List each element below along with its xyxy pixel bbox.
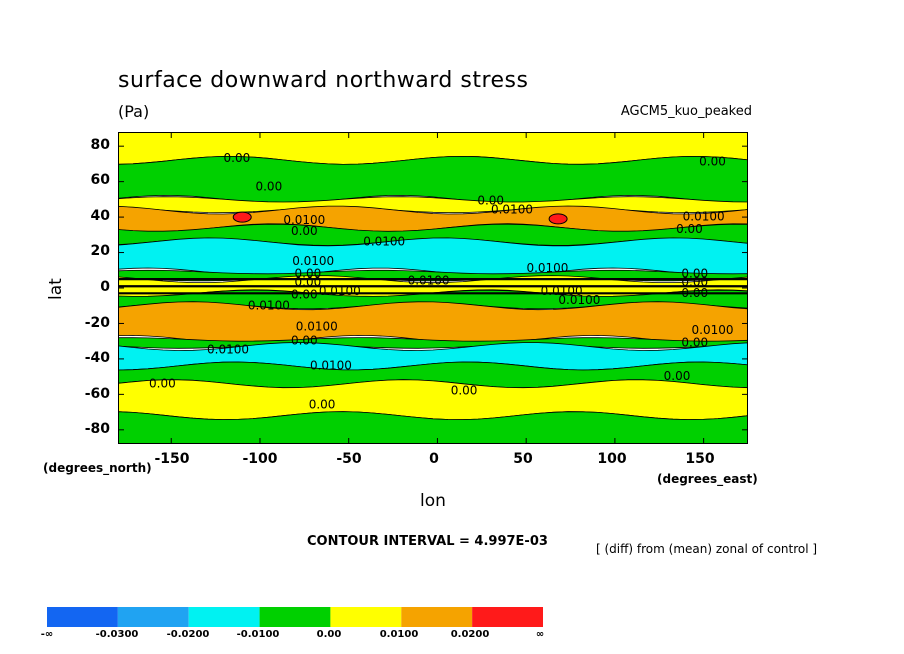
contour-label: 0.00 [681,275,708,289]
contour-label: 0.0100 [283,213,325,227]
colorbar-tick-label: -∞ [40,629,54,640]
contour-band [118,155,748,204]
y-tick-label: 20 [90,243,110,259]
colorbar-swatch [259,607,331,627]
colorbar-swatch [330,607,402,627]
contour-label: 0.00 [255,180,282,194]
contour-band [118,379,748,421]
contour-labels: 0.000.000.01000.000.01000.000.01000.0100… [149,151,734,411]
colorbar-tick-label: ∞ [535,629,545,640]
contour-label: 0.00 [309,398,336,412]
contour-label: 0.00 [291,288,318,302]
colorbar-swatch [472,607,543,627]
contour-label: 0.0100 [296,320,338,334]
contour-label: 0.0100 [207,343,249,357]
y-tick-label: -60 [84,386,110,402]
y-tick-label: 60 [90,172,110,188]
plot-frame [118,132,748,444]
contour-band [118,411,748,444]
contour-band [118,237,748,277]
contour-label: 0.00 [149,376,176,390]
contour-label: 0.00 [681,286,708,300]
y-tick-label: -20 [84,315,110,331]
contour-band [118,301,748,344]
colorbar-tick-label: -0.0200 [166,629,210,640]
contour-label: 0.00 [477,194,504,208]
contour-band [118,289,748,310]
colorbar-swatch [188,607,260,627]
contour-label: 0.0100 [310,359,352,373]
colorbar-tick-label: -0.0300 [95,629,139,640]
x-tick-label: 50 [513,451,533,467]
contour-label: 0.00 [224,151,251,165]
model-label: AGCM5_kuo_peaked [620,104,752,119]
y-tick-label: -40 [84,350,110,366]
contour-label: 0.00 [664,369,691,383]
x-tick-label: -50 [336,451,362,467]
contour-label: 0.00 [291,334,318,348]
x-tick-label: 0 [429,451,439,467]
colorbar-swatch [117,607,189,627]
contour-interval: CONTOUR INTERVAL = 4.997E-03 [307,534,548,549]
contour-label: 0.0100 [526,261,568,275]
contour-label: 0.0100 [248,298,290,312]
colorbar-tick-label: -0.0100 [236,629,280,640]
contour-label: 0.0100 [491,203,533,217]
contour-plot: 0.000.000.01000.000.01000.000.01000.0100… [118,132,748,444]
contour-label: 0.00 [291,224,318,238]
y-tick-label: 0 [100,279,110,295]
contour-label: 0.00 [451,383,478,397]
x-tick-label: -100 [242,451,278,467]
colorbar-tick-label: 0.0200 [450,629,490,640]
x-tick-label: 100 [597,451,627,467]
contour-label: 0.00 [676,222,703,236]
contour-label: 0.0100 [558,293,600,307]
hotspot-mark [548,213,568,225]
y-tick-label: 80 [90,137,110,153]
contour-label: 0.00 [699,155,726,169]
hotspot-regions [232,211,568,225]
x-unit-label: (degrees_east) [657,472,758,486]
contour-label: 0.00 [681,336,708,350]
x-tick-label: 150 [685,451,715,467]
contour-label: 0.0100 [683,210,725,224]
contour-label: 0.0100 [541,284,583,298]
y-axis-label: lat [46,278,66,300]
units-label: (Pa) [118,102,150,121]
hotspot-mark [232,211,252,223]
x-axis-label: lon [420,491,446,511]
y-tick-label: -80 [84,421,110,437]
chart-title: surface downward northward stress [118,68,529,93]
colorbar-tick-label: 0.00 [316,629,342,640]
y-unit-label: (degrees_north) [43,461,152,475]
contour-label: 0.00 [681,266,708,280]
colorbar-swatch [47,607,118,627]
contour-label: 0.0100 [408,273,450,287]
contour-label: 0.00 [295,275,322,289]
comparison-note: [ (diff) from (mean) zonal of control ] [596,542,818,556]
x-tick-label: -150 [154,451,190,467]
contour-label: 0.0100 [692,323,734,337]
contour-label: 0.00 [295,266,322,280]
contour-band [118,196,748,214]
colorbar-swatch [401,607,473,627]
contour-label: 0.0100 [292,254,334,268]
colorbar [47,607,543,627]
y-tick-label: 40 [90,208,110,224]
filled-contour-bands [118,132,748,444]
colorbar-tick-label: 0.0100 [379,629,419,640]
contour-label: 0.0100 [319,284,361,298]
contour-label: 0.0100 [363,234,405,248]
